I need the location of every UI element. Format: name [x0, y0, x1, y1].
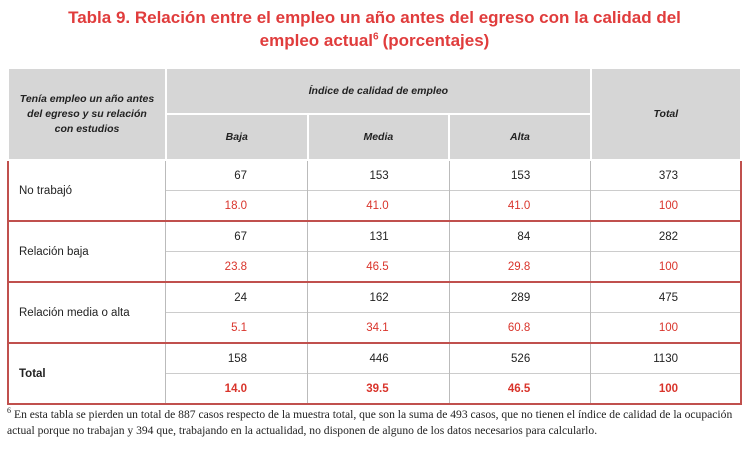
count-cell: 526 — [449, 342, 592, 374]
percent-cell: 100 — [590, 373, 741, 404]
count-cell: 84 — [449, 220, 592, 252]
count-cell: 153 — [449, 159, 592, 191]
percent-cell: 5.1 — [165, 312, 309, 343]
percent-cell: 34.1 — [307, 312, 450, 343]
column-header: Baja — [164, 113, 309, 161]
percent-cell: 46.5 — [307, 251, 450, 282]
percent-cell: 29.8 — [449, 251, 592, 282]
count-cell: 153 — [307, 159, 450, 191]
group-header: Índice de calidad de empleo — [164, 67, 592, 115]
title-end: (porcentajes) — [382, 31, 490, 50]
count-row: Total 158 446 526 1130 — [8, 342, 741, 404]
count-cell: 446 — [307, 342, 450, 374]
percent-row: 23.8 46.5 29.8 100 — [8, 251, 741, 282]
footnote: 6 En esta tabla se pierden un total de 88… — [7, 403, 745, 439]
percent-cell: 14.0 — [165, 373, 309, 404]
row-header: Tenía empleo un año antes del egreso y s… — [7, 67, 167, 161]
percent-cell: 46.5 — [449, 373, 592, 404]
count-cell: 158 — [165, 342, 309, 374]
percent-cell: 100 — [590, 190, 741, 221]
percent-cell: 39.5 — [307, 373, 450, 404]
percent-row: 5.1 34.1 60.8 100 — [8, 312, 741, 343]
title-sup: 6 — [373, 31, 379, 43]
footnote-mark: 6 — [7, 406, 11, 415]
percent-cell: 23.8 — [165, 251, 309, 282]
row-label: Total — [8, 342, 167, 404]
percent-cell: 100 — [590, 251, 741, 282]
count-row: Relación media o alta 24 162 289 475 — [8, 281, 741, 343]
column-header: Media — [306, 113, 451, 161]
percent-cell: 60.8 — [449, 312, 592, 343]
count-cell: 289 — [449, 281, 592, 313]
percent-cell: 100 — [590, 312, 741, 343]
count-cell: 67 — [165, 220, 309, 252]
percent-cell: 41.0 — [307, 190, 450, 221]
percent-cell: 18.0 — [165, 190, 309, 221]
total-header: Total — [589, 67, 743, 161]
row-label: Relación media o alta — [8, 281, 167, 343]
count-row: No trabajó 67 153 153 373 — [8, 159, 741, 221]
count-cell: 162 — [307, 281, 450, 313]
column-header: Alta — [448, 113, 592, 161]
count-cell: 373 — [590, 159, 741, 191]
row-label: Relación baja — [8, 220, 167, 282]
row-label: No trabajó — [8, 159, 167, 221]
count-row: Relación baja 67 131 84 282 — [8, 220, 741, 282]
percent-row: 18.0 41.0 41.0 100 — [8, 190, 741, 221]
title-text: Tabla 9. Relación entre el empleo un año… — [68, 8, 681, 50]
percent-cell: 41.0 — [449, 190, 592, 221]
count-cell: 67 — [165, 159, 309, 191]
count-cell: 475 — [590, 281, 741, 313]
count-cell: 1130 — [590, 342, 741, 374]
count-cell: 282 — [590, 220, 741, 252]
percent-row: 14.0 39.5 46.5 100 — [8, 373, 741, 404]
footnote-text: En esta tabla se pierden un total de 887… — [7, 407, 733, 437]
data-table: Tenía empleo un año antes del egreso y s… — [7, 67, 743, 405]
count-cell: 24 — [165, 281, 309, 313]
title: Tabla 9. Relación entre el empleo un año… — [60, 6, 689, 52]
count-cell: 131 — [307, 220, 450, 252]
